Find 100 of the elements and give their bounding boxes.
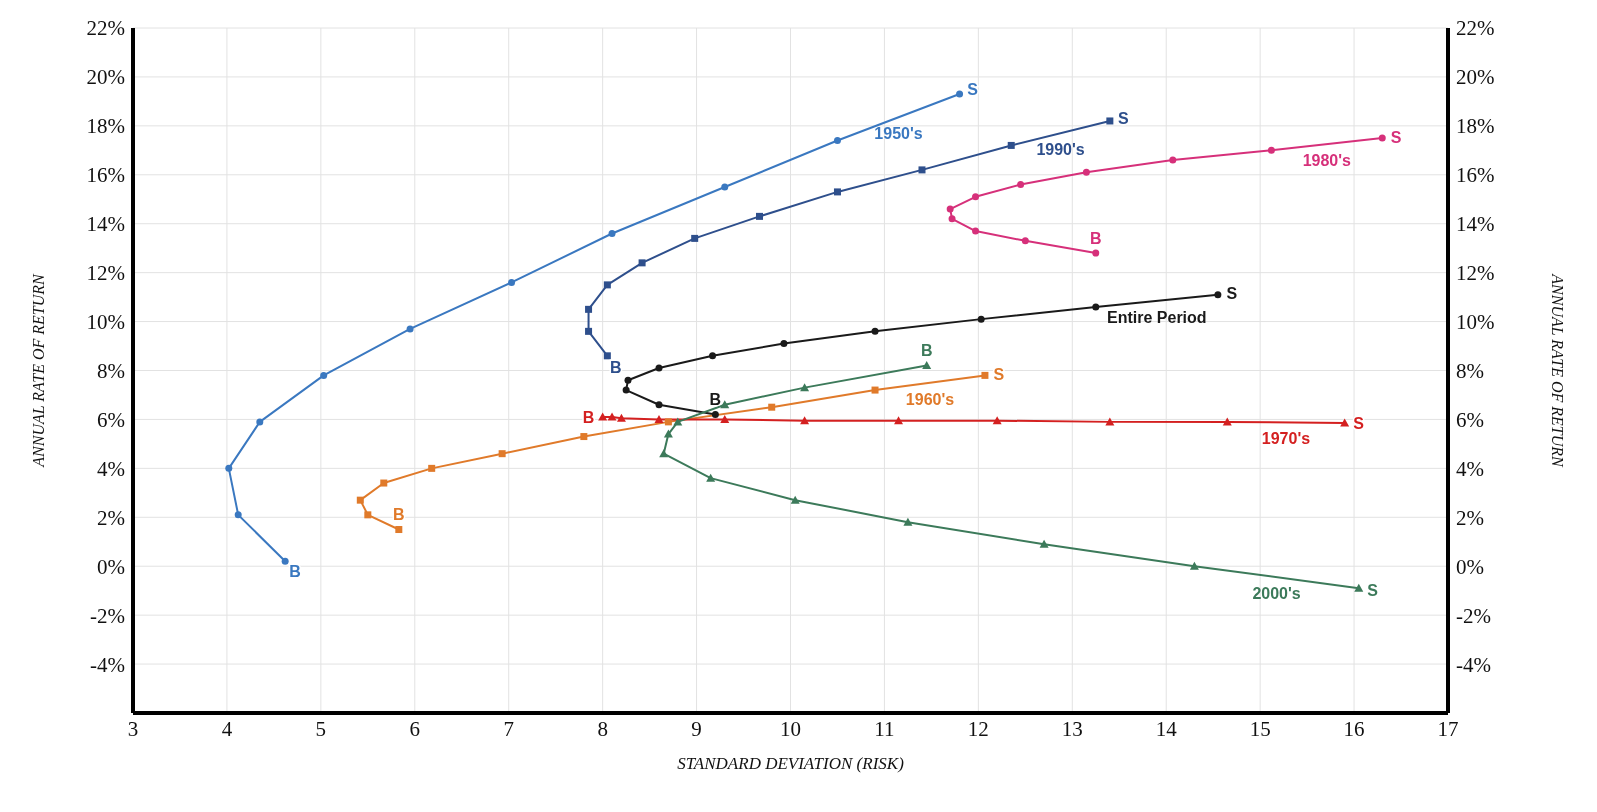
y-tick-label: 16% xyxy=(86,163,125,188)
y-tick-label: 10% xyxy=(86,310,125,335)
point xyxy=(720,414,730,423)
point xyxy=(780,340,788,348)
y-tick-label: 12% xyxy=(86,261,125,286)
x-tick-label: 10 xyxy=(780,716,801,741)
x-tick-label: 7 xyxy=(503,716,514,741)
point xyxy=(833,188,841,196)
point xyxy=(691,234,699,242)
series-label: 1960's xyxy=(905,390,955,408)
point xyxy=(756,212,763,220)
point xyxy=(1017,181,1025,189)
point xyxy=(585,305,593,313)
y-tick-label: -4% xyxy=(90,652,125,677)
point xyxy=(638,259,646,267)
point xyxy=(918,166,926,174)
y2-tick-label: 22% xyxy=(1456,16,1495,41)
point xyxy=(711,411,719,419)
y-tick-label: 0% xyxy=(97,554,125,579)
point xyxy=(1340,418,1350,427)
y2-axis-title: ANNUAL RATE OF RETURN xyxy=(1549,273,1567,469)
point xyxy=(406,325,414,333)
point xyxy=(616,413,626,422)
series-label: 1990's xyxy=(1036,141,1085,159)
point xyxy=(664,418,672,426)
y-axis-title: ANNUAL RATE OF RETURN xyxy=(29,272,47,468)
point xyxy=(585,327,593,335)
y2-tick-label: -4% xyxy=(1456,652,1491,677)
y2-tick-label: -2% xyxy=(1456,603,1491,628)
point xyxy=(380,479,388,487)
point xyxy=(894,416,904,425)
x-tick-label: 13 xyxy=(1061,716,1083,741)
point xyxy=(428,464,436,472)
point xyxy=(356,496,364,504)
x-tick-label: 3 xyxy=(127,716,139,741)
y-tick-label: 18% xyxy=(86,114,125,139)
point xyxy=(1039,539,1049,548)
point xyxy=(1354,583,1364,592)
x-tick-label: 6 xyxy=(409,716,421,741)
point xyxy=(1106,117,1114,125)
y-tick-label: 8% xyxy=(97,358,125,383)
point xyxy=(972,227,980,235)
point xyxy=(1267,146,1275,154)
point xyxy=(1189,561,1199,570)
series-label: 2000's xyxy=(1252,585,1301,603)
point xyxy=(946,205,954,213)
x-tick-label: 12 xyxy=(967,716,989,741)
x-tick-label: 16 xyxy=(1343,716,1365,741)
point xyxy=(709,352,717,360)
annotation: B xyxy=(1089,229,1102,247)
series-label: 1950's xyxy=(874,125,923,143)
x-tick-label: 14 xyxy=(1155,716,1178,741)
y-tick-label: 22% xyxy=(86,16,125,41)
point xyxy=(871,327,879,335)
y2-tick-label: 2% xyxy=(1456,505,1484,530)
point xyxy=(659,449,669,458)
point xyxy=(603,281,611,289)
point xyxy=(800,416,810,425)
x-tick-label: 15 xyxy=(1249,716,1271,741)
annotation: S xyxy=(1226,285,1238,303)
point xyxy=(663,429,673,438)
x-tick-label: 11 xyxy=(874,716,895,741)
point xyxy=(972,193,980,201)
point xyxy=(281,557,289,565)
y2-tick-label: 18% xyxy=(1456,114,1495,139)
point xyxy=(790,495,800,504)
point xyxy=(654,414,664,423)
point xyxy=(1007,141,1015,149)
y2-tick-label: 6% xyxy=(1456,407,1484,432)
point xyxy=(655,401,663,409)
y2-tick-label: 16% xyxy=(1456,163,1495,188)
point xyxy=(768,403,776,411)
point xyxy=(1378,134,1386,142)
x-tick-label: 9 xyxy=(691,716,702,741)
point xyxy=(364,511,372,519)
y2-tick-label: 0% xyxy=(1456,554,1484,579)
point xyxy=(981,371,989,379)
y-tick-label: 14% xyxy=(86,212,125,237)
point xyxy=(624,376,632,384)
annotation: S xyxy=(1390,128,1402,146)
series-label: 1980's xyxy=(1302,152,1352,170)
y-tick-label: 6% xyxy=(97,407,125,432)
point xyxy=(1169,156,1177,164)
annotation: B xyxy=(920,342,933,360)
annotation: B xyxy=(393,506,405,524)
point xyxy=(622,386,630,394)
y-tick-label: 20% xyxy=(86,65,125,90)
point xyxy=(320,371,328,379)
annotation: B xyxy=(289,563,301,581)
x-tick-label: 4 xyxy=(221,716,233,741)
x-tick-label: 17 xyxy=(1437,716,1459,741)
y2-tick-label: 12% xyxy=(1456,261,1495,286)
annotation: S xyxy=(967,81,979,99)
point xyxy=(706,473,716,482)
point xyxy=(948,215,956,223)
point xyxy=(977,315,985,323)
point xyxy=(256,418,264,426)
point xyxy=(655,364,663,372)
annotation: S xyxy=(1367,582,1379,600)
annotation: S xyxy=(1353,415,1365,433)
